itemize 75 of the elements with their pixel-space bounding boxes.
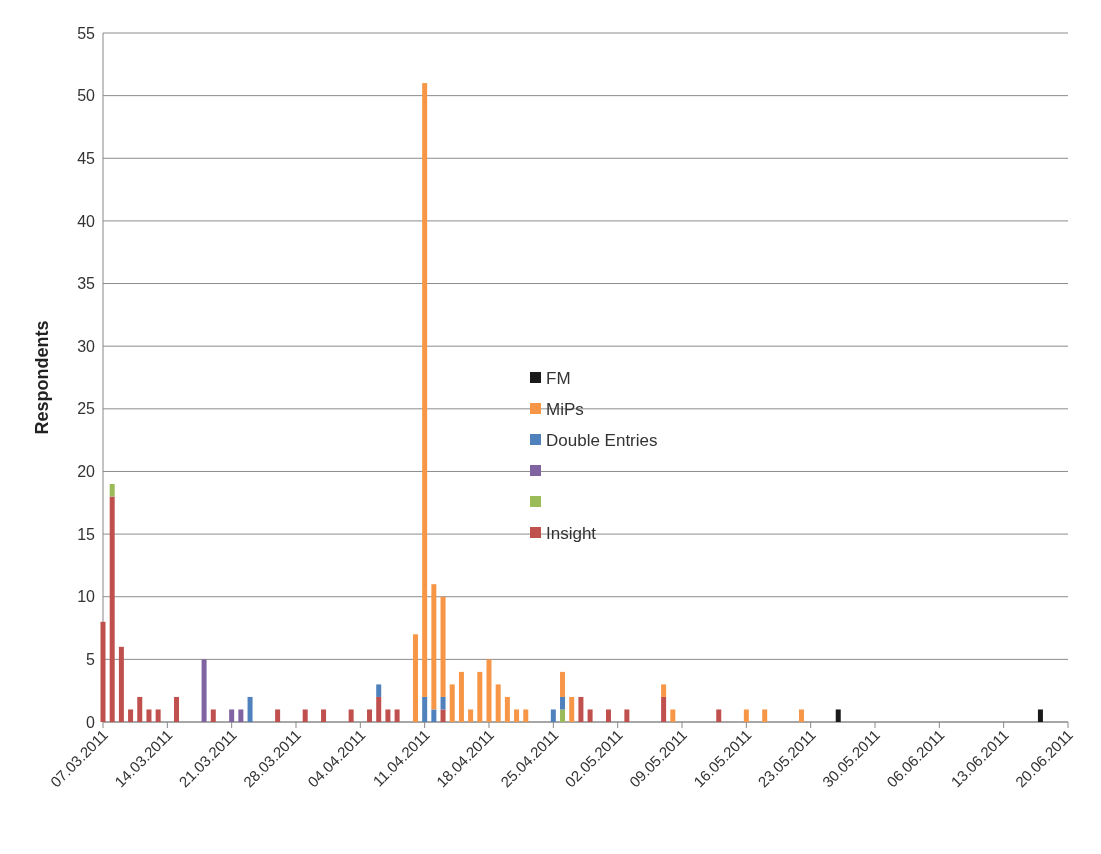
bar xyxy=(495,684,501,722)
bar xyxy=(385,709,391,722)
bar xyxy=(743,709,749,722)
bar xyxy=(146,709,152,722)
bar xyxy=(550,709,556,722)
bar xyxy=(109,483,115,497)
bar xyxy=(321,709,327,722)
bar xyxy=(128,709,134,722)
y-tick-label: 15 xyxy=(77,525,96,543)
bar xyxy=(118,646,124,722)
bar xyxy=(238,709,244,722)
bar xyxy=(605,709,611,722)
bar xyxy=(835,709,841,722)
bar xyxy=(560,709,566,722)
bar xyxy=(486,659,492,722)
bar xyxy=(716,709,722,722)
bar xyxy=(229,709,235,722)
bar xyxy=(798,709,804,722)
bar xyxy=(275,709,281,722)
bar xyxy=(449,684,455,722)
y-tick-label: 40 xyxy=(77,212,96,230)
y-tick-label: 25 xyxy=(77,400,96,418)
bar xyxy=(514,709,520,722)
bar xyxy=(661,684,667,697)
bar xyxy=(587,709,593,722)
y-tick-label: 30 xyxy=(77,337,96,355)
bar xyxy=(394,709,400,722)
legend-label: Insight xyxy=(546,523,597,543)
bar xyxy=(376,684,382,697)
y-tick-label: 20 xyxy=(77,463,96,481)
bar xyxy=(440,709,446,722)
bar xyxy=(100,621,106,722)
bar xyxy=(422,83,428,697)
bar xyxy=(578,696,584,722)
bar xyxy=(762,709,768,722)
bar xyxy=(504,696,510,722)
bar xyxy=(376,696,382,722)
legend-label: FM xyxy=(546,368,571,388)
bar xyxy=(560,696,566,710)
y-tick-label: 0 xyxy=(86,713,96,731)
bar xyxy=(624,709,630,722)
bar xyxy=(247,696,253,722)
bar xyxy=(367,709,373,722)
legend-label: MiPs xyxy=(546,399,584,419)
bar xyxy=(155,709,161,722)
y-tick-label: 10 xyxy=(77,588,96,606)
bar xyxy=(670,709,676,722)
bar xyxy=(174,696,180,722)
bar xyxy=(431,709,437,722)
bar xyxy=(422,696,428,722)
bar xyxy=(569,696,575,722)
y-axis-title: Respondents xyxy=(32,320,52,435)
bar xyxy=(477,671,483,722)
bar xyxy=(560,671,566,697)
bar xyxy=(440,596,446,697)
y-tick-label: 35 xyxy=(77,275,96,293)
bar xyxy=(1037,709,1043,722)
bar xyxy=(412,634,418,722)
bar xyxy=(109,496,115,722)
y-tick-label: 50 xyxy=(77,87,96,105)
legend-label: Double Entries xyxy=(546,430,658,450)
bar xyxy=(137,696,143,722)
bar xyxy=(458,671,464,722)
bar xyxy=(523,709,529,722)
bar xyxy=(661,696,667,722)
bar xyxy=(210,709,216,722)
y-tick-label: 55 xyxy=(77,24,96,42)
bar xyxy=(440,696,446,710)
bar xyxy=(201,659,207,722)
bar xyxy=(431,584,437,710)
y-tick-label: 5 xyxy=(86,650,96,668)
bar xyxy=(468,709,474,722)
bar xyxy=(348,709,354,722)
bar xyxy=(302,709,308,722)
y-tick-label: 45 xyxy=(77,149,96,167)
